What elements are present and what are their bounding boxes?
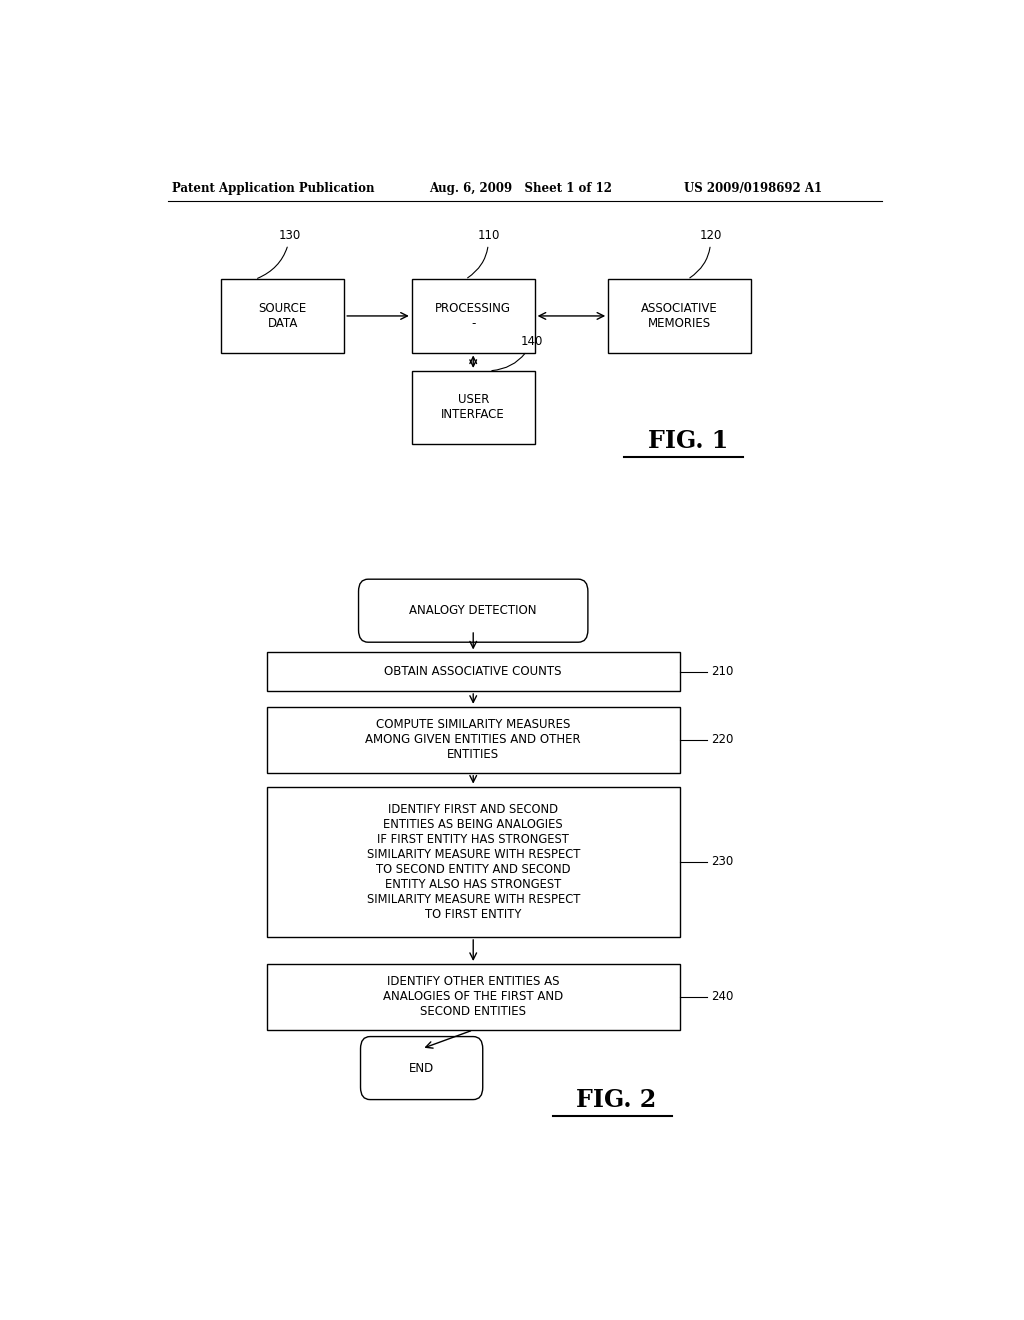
Text: USER
INTERFACE: USER INTERFACE [441,393,505,421]
Text: COMPUTE SIMILARITY MEASURES
AMONG GIVEN ENTITIES AND OTHER
ENTITIES: COMPUTE SIMILARITY MEASURES AMONG GIVEN … [366,718,581,762]
FancyBboxPatch shape [358,579,588,643]
Text: 110: 110 [468,228,500,277]
Text: 220: 220 [712,734,733,746]
Text: 210: 210 [712,665,733,678]
FancyBboxPatch shape [360,1036,482,1100]
FancyBboxPatch shape [267,652,680,690]
Text: 230: 230 [712,855,733,869]
Text: 130: 130 [258,228,301,279]
FancyBboxPatch shape [267,706,680,772]
Text: OBTAIN ASSOCIATIVE COUNTS: OBTAIN ASSOCIATIVE COUNTS [384,665,562,678]
Text: Aug. 6, 2009   Sheet 1 of 12: Aug. 6, 2009 Sheet 1 of 12 [430,182,612,195]
Text: IDENTIFY OTHER ENTITIES AS
ANALOGIES OF THE FIRST AND
SECOND ENTITIES: IDENTIFY OTHER ENTITIES AS ANALOGIES OF … [383,975,563,1019]
FancyBboxPatch shape [412,371,535,444]
FancyBboxPatch shape [412,280,535,352]
Text: FIG. 2: FIG. 2 [577,1088,656,1111]
Text: 240: 240 [712,990,733,1003]
Text: ANALOGY DETECTION: ANALOGY DETECTION [410,605,537,618]
Text: 140: 140 [492,335,543,371]
Text: END: END [409,1061,434,1074]
Text: ASSOCIATIVE
MEMORIES: ASSOCIATIVE MEMORIES [641,302,718,330]
FancyBboxPatch shape [267,787,680,937]
Text: SOURCE
DATA: SOURCE DATA [259,302,307,330]
FancyBboxPatch shape [608,280,751,352]
FancyBboxPatch shape [267,964,680,1030]
Text: PROCESSING
-: PROCESSING - [435,302,511,330]
Text: FIG. 1: FIG. 1 [648,429,728,453]
Text: Patent Application Publication: Patent Application Publication [172,182,374,195]
Text: IDENTIFY FIRST AND SECOND
ENTITIES AS BEING ANALOGIES
IF FIRST ENTITY HAS STRONG: IDENTIFY FIRST AND SECOND ENTITIES AS BE… [367,803,580,921]
FancyBboxPatch shape [221,280,344,352]
Text: 120: 120 [690,228,722,277]
Text: US 2009/0198692 A1: US 2009/0198692 A1 [684,182,821,195]
